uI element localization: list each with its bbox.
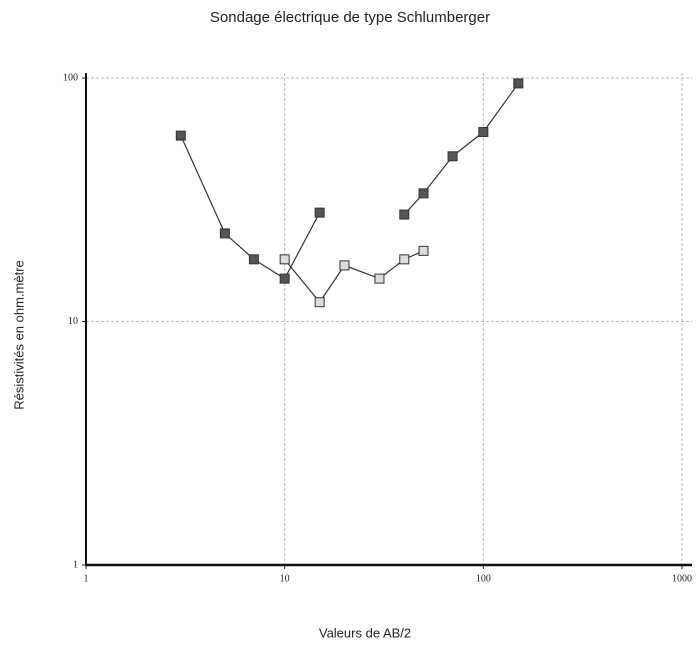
y-tick-label: 100	[63, 72, 78, 83]
data-point	[314, 207, 325, 218]
y-tick-label: 1	[73, 559, 78, 570]
x-tick-label: 100	[476, 573, 491, 584]
data-point	[478, 127, 489, 138]
data-point	[399, 209, 410, 220]
data-point	[279, 254, 290, 265]
data-point	[513, 78, 524, 89]
x-tick-label: 1	[84, 573, 89, 584]
data-point	[248, 254, 259, 265]
data-point	[418, 245, 429, 256]
data-point	[219, 228, 230, 239]
x-axis-label: Valeurs de AB/2	[319, 625, 411, 640]
data-point	[175, 130, 186, 141]
data-point	[399, 254, 410, 265]
data-point	[314, 297, 325, 308]
data-point	[339, 260, 350, 271]
data-point	[447, 151, 458, 162]
y-tick-label: 10	[68, 316, 78, 327]
data-point	[279, 273, 290, 284]
x-tick-label: 10	[280, 573, 290, 584]
chart-title: Sondage électrique de type Schlumberger	[210, 9, 490, 26]
data-point	[418, 188, 429, 199]
y-axis-label: Résistivités en ohm.mètre	[11, 260, 26, 410]
x-tick-label: 1000	[672, 573, 692, 584]
data-point	[374, 273, 385, 284]
